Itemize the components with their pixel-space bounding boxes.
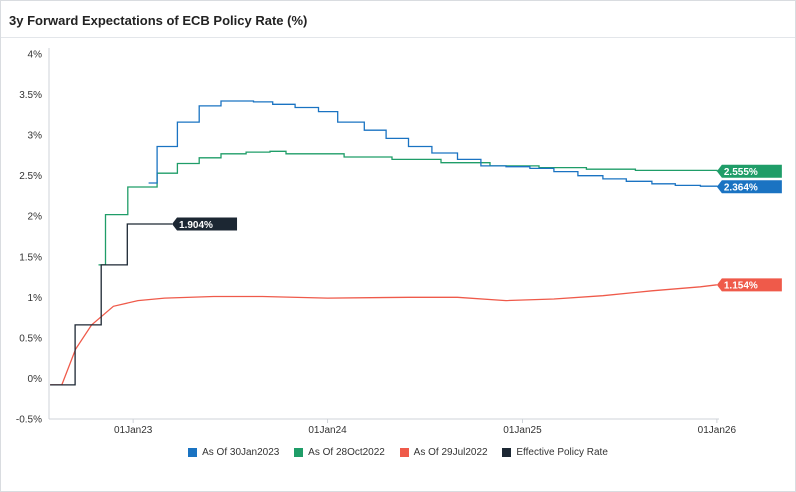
end-label-effective-policy-rate-box: [172, 217, 238, 231]
x-tick-label: 01Jan26: [698, 425, 737, 436]
chart-plot: -0.5% 0% 0.5% 1% 1.5% 2% 2.5% 3% 3.5% 4% 01Jan23 01…: [16, 48, 782, 436]
series-line-effective-policy-rate: [50, 223, 172, 386]
y-tick-label: 2.5%: [19, 171, 42, 182]
x-tick-label: 01Jan24: [308, 425, 347, 436]
end-label-as-of-28oct2022-box: [716, 164, 782, 178]
x-tick-label: 01Jan23: [114, 425, 153, 436]
legend-item-29jul2022[interactable]: As Of 29Jul2022: [399, 447, 488, 458]
legend-swatch: [294, 448, 304, 457]
legend-label: As Of 30Jan2023: [202, 447, 280, 458]
series-line-as-of-30jan2023: [148, 100, 718, 187]
series-line-as-of-29jul2022: [50, 284, 717, 386]
y-tick-label: 1.5%: [19, 252, 42, 263]
y-tick-label: 2%: [28, 212, 43, 223]
x-tick-label: 01Jan25: [503, 425, 542, 436]
end-label-as-of-29jul2022-box: [716, 278, 782, 292]
legend-label: Effective Policy Rate: [516, 447, 608, 458]
chart-legend: As Of 30Jan2023 As Of 28Oct2022 As Of 29…: [1, 447, 795, 460]
end-label-as-of-30jan2023: 2.364%: [724, 182, 758, 193]
y-tick-label: 0.5%: [19, 333, 42, 344]
legend-item-28oct2022[interactable]: As Of 28Oct2022: [294, 447, 385, 458]
y-tick-label: 0%: [28, 374, 43, 385]
end-label-effective-policy-rate: 1.904%: [179, 220, 213, 231]
y-tick-label: 4%: [28, 50, 43, 61]
y-tick-label: 1%: [28, 293, 43, 304]
legend-swatch: [502, 448, 512, 457]
y-tick-label: 3%: [28, 131, 43, 142]
legend-label: As Of 29Jul2022: [413, 447, 488, 458]
legend-swatch: [399, 448, 409, 457]
end-label-as-of-30jan2023-box: [716, 180, 782, 194]
title-divider: [1, 37, 795, 38]
end-label-as-of-29jul2022: 1.154%: [724, 281, 758, 292]
legend-item-effective-policy-rate[interactable]: Effective Policy Rate: [502, 447, 608, 458]
legend-item-30jan2023[interactable]: As Of 30Jan2023: [188, 447, 279, 458]
y-tick-label: 3.5%: [19, 90, 42, 101]
end-label-as-of-28oct2022: 2.555%: [724, 167, 758, 178]
y-tick-label: -0.5%: [16, 415, 42, 426]
legend-label: As Of 28Oct2022: [308, 447, 385, 458]
series-line-as-of-28oct2022: [98, 150, 718, 266]
legend-swatch: [188, 448, 198, 457]
chart-title: 3y Forward Expectations of ECB Policy Ra…: [9, 13, 308, 28]
